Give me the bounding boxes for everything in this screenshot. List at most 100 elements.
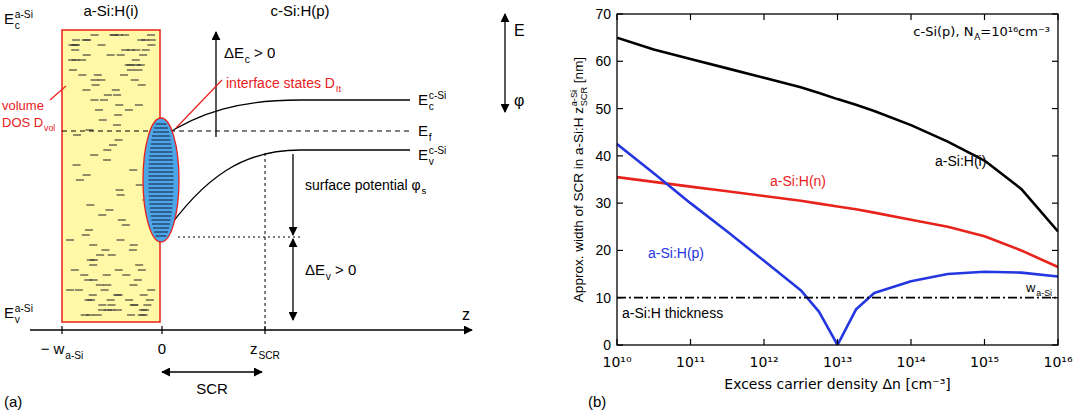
level-label: E — [4, 304, 14, 321]
dos-state — [147, 289, 155, 290]
plot-frame — [617, 14, 1058, 345]
dos-state — [113, 124, 121, 125]
delta-ec-label: ΔEc > 0 — [224, 44, 275, 65]
dos-state — [113, 94, 121, 95]
interface-ev-level — [178, 237, 302, 238]
dos-state — [115, 269, 123, 270]
interface-states-label: It — [336, 83, 342, 94]
figure: a-Si:H(i)c-Si:H(p)Ea-SicEa-SivEc-SicEfEc… — [0, 0, 1089, 414]
interface-state — [149, 156, 172, 157]
dos-state — [105, 209, 113, 210]
z-tick-label: − wa-Si — [41, 340, 84, 361]
interface-state — [154, 128, 168, 129]
conduction-band-c-si — [162, 100, 410, 137]
dos-state — [78, 74, 86, 75]
delta-ev-label: > 0 — [331, 261, 356, 278]
dos-state — [143, 304, 151, 305]
dos-state — [138, 314, 146, 315]
dos-state — [94, 74, 102, 75]
delta-ec-label: > 0 — [250, 44, 275, 61]
delta-ev-arrow — [292, 239, 293, 320]
dos-state — [92, 84, 100, 85]
y-tick-label: 60 — [595, 53, 611, 69]
interface-state — [152, 224, 170, 225]
level-label: a-Si — [15, 9, 33, 20]
dos-state — [127, 69, 135, 70]
z-tick-label: − w — [41, 340, 65, 357]
dos-state — [138, 84, 146, 85]
dos-state — [98, 214, 106, 215]
x-tick — [1057, 339, 1058, 345]
leader-line — [50, 86, 66, 100]
interface-state — [154, 232, 168, 233]
dos-state — [127, 49, 135, 50]
interface-state — [150, 212, 172, 213]
annotation: a-Si — [1036, 288, 1052, 298]
dos-state — [95, 109, 103, 110]
annotation: wa-Si — [1025, 280, 1052, 298]
dos-state — [86, 314, 94, 315]
interface-state — [149, 164, 173, 165]
dos-state — [69, 69, 77, 70]
dos-state — [148, 39, 156, 40]
dos-state — [90, 154, 98, 155]
level-label: a-Si — [15, 303, 33, 314]
volume-dos-label: volume — [2, 98, 44, 113]
interface-state — [152, 136, 170, 137]
x-tick-label: 10¹⁰ — [602, 354, 631, 370]
dos-state — [107, 299, 115, 300]
y-tick — [1052, 155, 1058, 156]
y-tick-label: 10 — [595, 290, 611, 306]
series-line — [617, 144, 1058, 345]
dos-state — [130, 304, 138, 305]
scr-label: SCR — [196, 380, 228, 397]
x-tick-label: 10¹⁵ — [970, 354, 999, 370]
level-label: E — [418, 122, 428, 139]
z-tick-label: a-Si — [65, 350, 83, 361]
level-label: c-Si — [429, 145, 447, 156]
dos-state — [129, 249, 137, 250]
interface-state — [151, 220, 170, 221]
dos-state — [71, 269, 79, 270]
level-label: Ef — [418, 122, 432, 143]
dos-state — [73, 164, 81, 165]
dos-state — [118, 219, 126, 220]
dos-state — [91, 34, 99, 35]
interface-state — [149, 192, 174, 193]
y-tick — [617, 13, 623, 14]
panel-letter: (a) — [4, 393, 22, 410]
series-line — [617, 38, 1058, 232]
potential-axis-label: φ — [514, 92, 524, 109]
x-tick-label: 10¹⁴ — [896, 354, 925, 370]
dos-state — [83, 174, 91, 175]
level-label: Ea-Siv — [4, 303, 33, 325]
dos-state — [139, 54, 147, 55]
dos-state — [109, 34, 117, 35]
dos-state — [104, 309, 112, 310]
surface-potential-label: s — [422, 185, 427, 196]
dos-state — [89, 244, 97, 245]
x-tick — [763, 339, 764, 345]
y-tick-label: 0 — [603, 337, 611, 353]
dos-state — [85, 299, 93, 300]
dos-state — [99, 119, 107, 120]
dos-state — [103, 284, 111, 285]
y-tick — [1052, 13, 1058, 14]
leader-line — [176, 80, 222, 128]
interface-state — [149, 172, 174, 173]
dos-state — [122, 224, 130, 225]
layer-label: a-Si:H(i) — [84, 2, 139, 19]
dos-state — [90, 259, 98, 260]
dos-state — [130, 284, 138, 285]
interface-state — [149, 204, 172, 205]
dos-state — [129, 169, 137, 170]
x-tick — [690, 14, 691, 20]
dos-state — [108, 254, 116, 255]
dos-state — [103, 149, 111, 150]
dos-state — [112, 89, 120, 90]
dos-state — [97, 44, 105, 45]
y-tick-label: 40 — [595, 148, 611, 164]
z-axis-label: z — [462, 306, 470, 323]
dos-state — [83, 54, 91, 55]
dos-state — [66, 289, 74, 290]
